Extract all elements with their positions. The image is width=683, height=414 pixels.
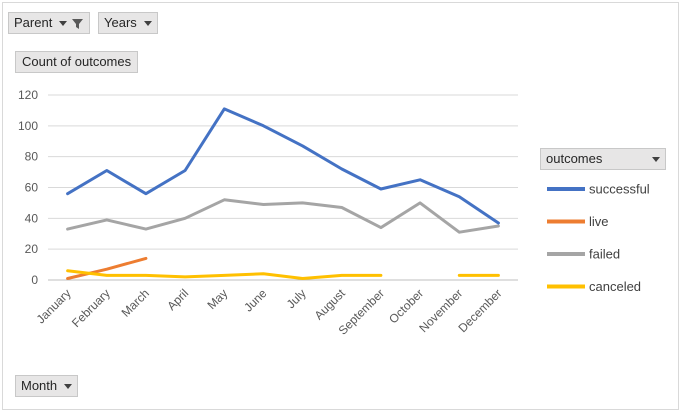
x-tick-label: January <box>34 286 74 326</box>
parent-filter-label: Parent <box>14 15 53 30</box>
chevron-down-icon <box>143 20 152 26</box>
y-tick-label: 80 <box>25 150 39 164</box>
x-tick-label: August <box>312 286 349 323</box>
series-line-successful <box>66 107 500 225</box>
y-tick-label: 20 <box>25 242 39 256</box>
legend-label-live: live <box>589 214 609 229</box>
chart-frame <box>2 2 679 410</box>
x-tick-label: May <box>204 286 230 312</box>
month-axis-button[interactable]: Month <box>15 375 79 397</box>
chevron-down-icon <box>59 20 68 26</box>
y-tick-label: 120 <box>18 88 38 102</box>
x-tick-label: June <box>241 286 270 315</box>
funnel-icon <box>72 18 84 29</box>
x-tick-label: February <box>69 286 113 330</box>
y-tick-label: 100 <box>18 119 38 133</box>
x-tick-label: April <box>164 286 191 313</box>
legend-title-button[interactable]: outcomes <box>540 148 666 170</box>
years-filter-label: Years <box>104 15 137 30</box>
years-filter-button[interactable]: Years <box>98 12 158 34</box>
value-field-label: Count of outcomes <box>22 54 132 69</box>
legend-label-canceled: canceled <box>589 279 641 294</box>
series-line-failed <box>66 198 500 234</box>
parent-filter-button[interactable]: Parent <box>8 12 91 34</box>
y-tick-label: 40 <box>25 211 39 225</box>
legend-label-failed: failed <box>589 247 620 262</box>
month-axis-label: Month <box>21 378 58 393</box>
series-line-canceled-0 <box>66 269 383 280</box>
legend-label-successful: successful <box>589 182 650 197</box>
chevron-down-icon <box>652 156 660 162</box>
x-tick-label: December <box>455 286 504 335</box>
x-tick-label: July <box>284 286 309 311</box>
legend-title: outcomes <box>546 151 603 166</box>
chevron-down-icon <box>64 383 73 389</box>
x-tick-label: March <box>119 286 152 319</box>
y-tick-label: 0 <box>31 273 38 287</box>
value-field-button[interactable]: Count of outcomes <box>15 51 139 73</box>
series-line-live <box>66 256 148 280</box>
y-tick-label: 60 <box>25 181 39 195</box>
